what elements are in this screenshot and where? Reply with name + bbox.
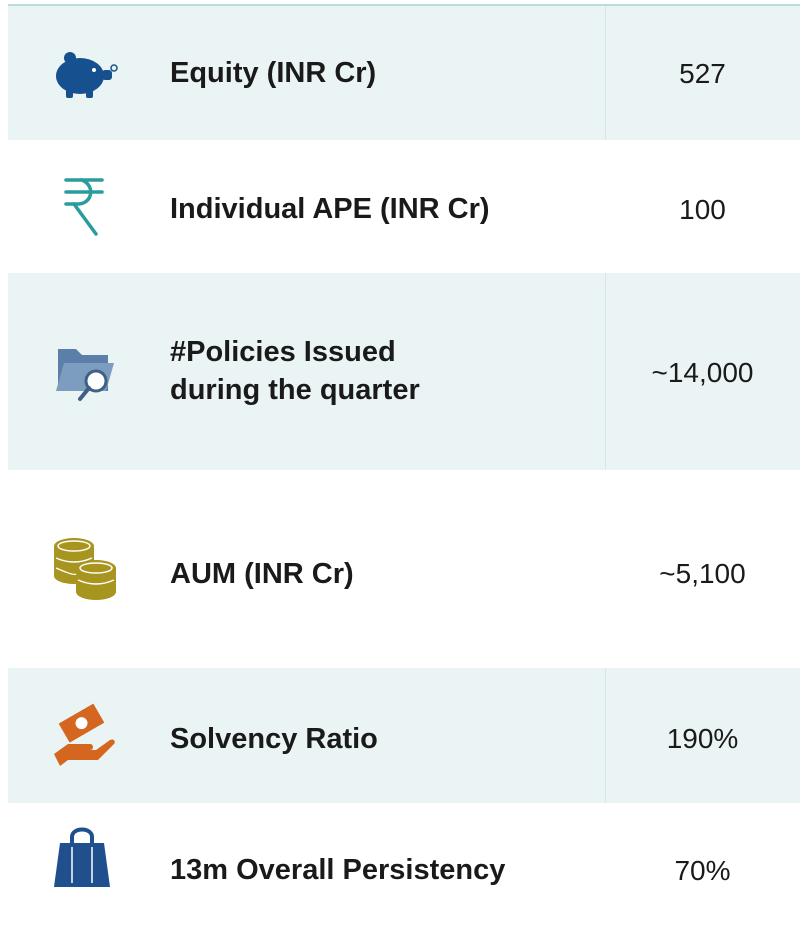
row: 13m Overall Persistency 70% <box>8 803 800 932</box>
row: Solvency Ratio 190% <box>8 668 800 803</box>
row: Individual APE (INR Cr) 100 <box>8 140 800 273</box>
column-divider <box>605 6 606 140</box>
row-label: Solvency Ratio <box>170 720 378 758</box>
coins-icon <box>54 538 116 600</box>
label-line: during the quarter <box>170 374 420 406</box>
label-line: Individual APE (INR Cr) <box>170 193 490 225</box>
label-line: Solvency Ratio <box>170 723 378 755</box>
label-line: Equity (INR Cr) <box>170 57 377 89</box>
row-value: 100 <box>679 194 726 225</box>
row: AUM (INR Cr) ~5,100 <box>8 470 800 668</box>
row: Equity (INR Cr) 527 <box>8 6 800 140</box>
row-label: #Policies Issued during the quarter <box>170 333 420 409</box>
column-divider <box>605 273 606 470</box>
folder-search-icon <box>56 349 114 401</box>
row-value: 527 <box>679 58 726 89</box>
row-value: ~5,100 <box>659 558 746 589</box>
row-label: Equity (INR Cr) <box>170 54 376 92</box>
label-line: 13m Overall Persistency <box>170 854 506 886</box>
hand-money-icon <box>54 703 115 766</box>
row-value: ~14,000 <box>651 357 754 388</box>
shopping-bag-icon <box>54 827 110 887</box>
rupee-icon <box>64 178 104 236</box>
row-label: Individual APE (INR Cr) <box>170 190 490 228</box>
top-border <box>8 4 800 6</box>
row-value: 190% <box>666 723 739 754</box>
piggy-bank-icon <box>56 52 118 98</box>
column-divider <box>605 668 606 803</box>
row-value: 70% <box>674 855 731 886</box>
row-label: AUM (INR Cr) <box>170 555 354 593</box>
label-line: #Policies Issued <box>170 336 396 368</box>
row: #Policies Issued during the quarter ~14,… <box>8 273 800 470</box>
row-label: 13m Overall Persistency <box>170 851 505 889</box>
label-line: AUM (INR Cr) <box>170 558 354 590</box>
